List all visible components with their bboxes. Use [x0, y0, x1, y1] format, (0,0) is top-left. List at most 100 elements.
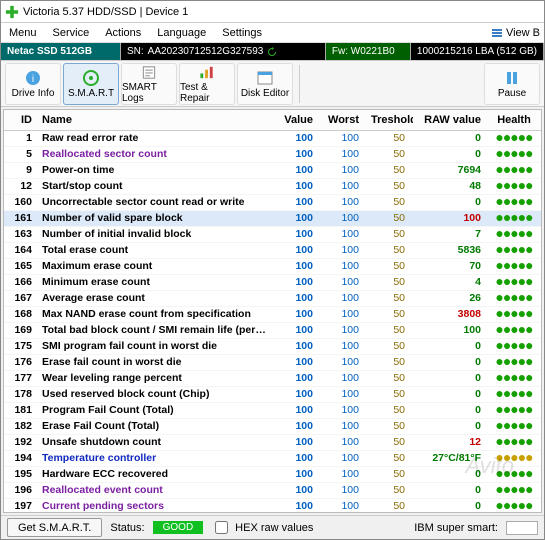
menu-service[interactable]: Service — [45, 25, 98, 41]
table-row[interactable]: 5Reallocated sector count100100500●●●●● — [4, 147, 541, 163]
cell-name: Raw read error rate — [38, 131, 275, 147]
tab-smart-logs[interactable]: SMART Logs — [121, 63, 177, 105]
status-label: Status: — [110, 522, 144, 534]
tab-disk-editor[interactable]: Disk Editor — [237, 63, 293, 105]
cell-raw: 0 — [413, 371, 487, 387]
cell-name: Erase fail count in worst die — [38, 355, 275, 371]
cell-value: 100 — [275, 323, 321, 339]
fw-value: W0221B0 — [351, 46, 395, 57]
table-row[interactable]: 182Erase Fail Count (Total)100100500●●●●… — [4, 419, 541, 435]
cell-raw: 12 — [413, 435, 487, 451]
col-worst[interactable]: Worst — [321, 110, 367, 130]
tab-smart[interactable]: S.M.A.R.T — [63, 63, 119, 105]
cell-worst: 100 — [321, 371, 367, 387]
cell-raw: 0 — [413, 483, 487, 499]
cell-value: 100 — [275, 195, 321, 211]
table-row[interactable]: 167Average erase count1001005026●●●●● — [4, 291, 541, 307]
table-row[interactable]: 165Maximum erase count1001005070●●●●● — [4, 259, 541, 275]
cell-threshold: 50 — [367, 243, 413, 259]
table-row[interactable]: 1Raw read error rate100100500●●●●● — [4, 131, 541, 147]
pause-button[interactable]: Pause — [484, 63, 540, 105]
table-row[interactable]: 160Uncorrectable sector count read or wr… — [4, 195, 541, 211]
tab-test-repair[interactable]: Test & Repair — [179, 63, 235, 105]
menu-language[interactable]: Language — [149, 25, 214, 41]
cell-raw: 0 — [413, 467, 487, 483]
table-row[interactable]: 164Total erase count100100505836●●●●● — [4, 243, 541, 259]
table-row[interactable]: 9Power-on time100100507694●●●●● — [4, 163, 541, 179]
cell-threshold: 50 — [367, 483, 413, 499]
pause-label: Pause — [498, 88, 526, 99]
cell-id: 1 — [4, 131, 38, 147]
get-smart-button[interactable]: Get S.M.A.R.T. — [7, 518, 102, 537]
cell-health: ●●●●● — [487, 451, 541, 467]
status-badge: GOOD — [153, 521, 204, 534]
cell-raw: 26 — [413, 291, 487, 307]
refresh-icon[interactable] — [267, 47, 277, 57]
table-row[interactable]: 178Used reserved block count (Chip)10010… — [4, 387, 541, 403]
cell-worst: 100 — [321, 179, 367, 195]
cell-name: Used reserved block count (Chip) — [38, 387, 275, 403]
col-id[interactable]: ID — [4, 110, 38, 130]
table-row[interactable]: 177Wear leveling range percent100100500●… — [4, 371, 541, 387]
table-row[interactable]: 195Hardware ECC recovered100100500●●●●● — [4, 467, 541, 483]
table-row[interactable]: 163Number of initial invalid block100100… — [4, 227, 541, 243]
cell-value: 100 — [275, 275, 321, 291]
cell-health: ●●●●● — [487, 131, 541, 147]
editor-icon — [255, 69, 275, 87]
menu-actions[interactable]: Actions — [97, 25, 149, 41]
cell-raw: 100 — [413, 211, 487, 227]
cell-raw: 0 — [413, 499, 487, 514]
table-row[interactable]: 197Current pending sectors100100500●●●●● — [4, 499, 541, 514]
table-row[interactable]: 12Start/stop count1001005048●●●●● — [4, 179, 541, 195]
cell-name: Number of valid spare block — [38, 211, 275, 227]
hex-raw-checkbox[interactable]: HEX raw values — [211, 518, 313, 537]
cell-name: Number of initial invalid block — [38, 227, 275, 243]
col-name[interactable]: Name — [38, 110, 275, 130]
view-b-toggle[interactable]: View B — [487, 27, 544, 39]
table-row[interactable]: 196Reallocated event count100100500●●●●● — [4, 483, 541, 499]
cell-value: 100 — [275, 387, 321, 403]
device-lba: 1000215216 LBA (512 GB) — [411, 43, 544, 60]
cell-value: 100 — [275, 131, 321, 147]
cell-threshold: 50 — [367, 355, 413, 371]
table-row[interactable]: 175SMI program fail count in worst die10… — [4, 339, 541, 355]
titlebar: Victoria 5.37 HDD/SSD | Device 1 — [1, 1, 544, 23]
menu-menu[interactable]: Menu — [1, 25, 45, 41]
cell-health: ●●●●● — [487, 467, 541, 483]
cell-id: 196 — [4, 483, 38, 499]
table-row[interactable]: 161Number of valid spare block1001005010… — [4, 211, 541, 227]
logs-icon — [139, 64, 159, 81]
table-row[interactable]: 194Temperature controller1001005027°C/81… — [4, 451, 541, 467]
col-threshold[interactable]: Treshold — [367, 110, 413, 130]
table-row[interactable]: 169Total bad block count / SMI remain li… — [4, 323, 541, 339]
col-value[interactable]: Value — [275, 110, 321, 130]
cell-raw: 0 — [413, 387, 487, 403]
tab-drive-info[interactable]: i Drive Info — [5, 63, 61, 105]
table-row[interactable]: 192Unsafe shutdown count1001005012●●●●● — [4, 435, 541, 451]
table-row[interactable]: 166Minimum erase count100100504●●●●● — [4, 275, 541, 291]
table-row[interactable]: 168Max NAND erase count from specificati… — [4, 307, 541, 323]
table-row[interactable]: 176Erase fail count in worst die10010050… — [4, 355, 541, 371]
cell-id: 194 — [4, 451, 38, 467]
cell-health: ●●●●● — [487, 307, 541, 323]
cell-name: Total bad block count / SMI remain life … — [38, 323, 275, 339]
hex-raw-label: HEX raw values — [235, 522, 313, 534]
cell-threshold: 50 — [367, 307, 413, 323]
col-raw[interactable]: RAW value — [413, 110, 487, 130]
cell-id: 9 — [4, 163, 38, 179]
device-infobar: Netac SSD 512GB SN: AA20230712512G327593… — [1, 43, 544, 61]
cell-worst: 100 — [321, 131, 367, 147]
cell-threshold: 50 — [367, 195, 413, 211]
cell-name: Total erase count — [38, 243, 275, 259]
smart-table: ID Name Value Worst Treshold RAW value H… — [4, 110, 541, 513]
cell-raw: 7694 — [413, 163, 487, 179]
cell-raw: 100 — [413, 323, 487, 339]
menu-settings[interactable]: Settings — [214, 25, 270, 41]
table-row[interactable]: 181Program Fail Count (Total)100100500●●… — [4, 403, 541, 419]
cell-value: 100 — [275, 499, 321, 514]
col-health[interactable]: Health — [487, 110, 541, 130]
cell-name: Start/stop count — [38, 179, 275, 195]
table-header-row: ID Name Value Worst Treshold RAW value H… — [4, 110, 541, 130]
cell-name: Minimum erase count — [38, 275, 275, 291]
hex-raw-input[interactable] — [215, 521, 228, 534]
